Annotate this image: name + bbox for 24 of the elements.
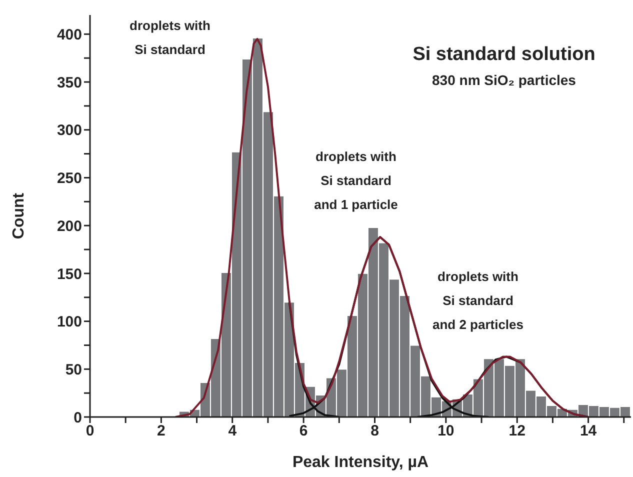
y-tick-label: 100 <box>56 314 82 331</box>
text: Si standard solution <box>412 44 596 66</box>
y-tick-label: 300 <box>56 122 82 140</box>
y-tick-label: 400 <box>56 26 82 44</box>
y-tick-label: 0 <box>74 409 82 426</box>
x-tick-label: 6 <box>299 422 308 440</box>
x-tick-label: 10 <box>438 422 454 440</box>
annotation: droplets with Si standard <box>128 17 212 59</box>
x-axis-title: Peak Intensity, µA <box>292 454 429 471</box>
y-tick-label: 350 <box>56 74 82 92</box>
y-tick-label: 50 <box>65 361 82 378</box>
x-tick-label: 0 <box>86 422 94 440</box>
y-axis-title: Count <box>10 192 28 240</box>
text: 830 nm SiO₂ particles <box>431 72 577 88</box>
y-tick-label: 250 <box>56 170 82 188</box>
y-tick-label: 200 <box>56 218 82 235</box>
annotation: droplets with Si standard and 1 particle <box>313 148 399 214</box>
y-tick-label: 150 <box>56 266 82 283</box>
x-tick-label: 14 <box>580 422 598 440</box>
x-tick-label: 2 <box>157 422 166 440</box>
x-tick-label: 8 <box>370 422 379 440</box>
annotation: droplets with Si standard and 2 particles <box>431 268 525 334</box>
x-tick-label: 4 <box>228 422 238 440</box>
x-tick-label: 12 <box>508 422 526 440</box>
